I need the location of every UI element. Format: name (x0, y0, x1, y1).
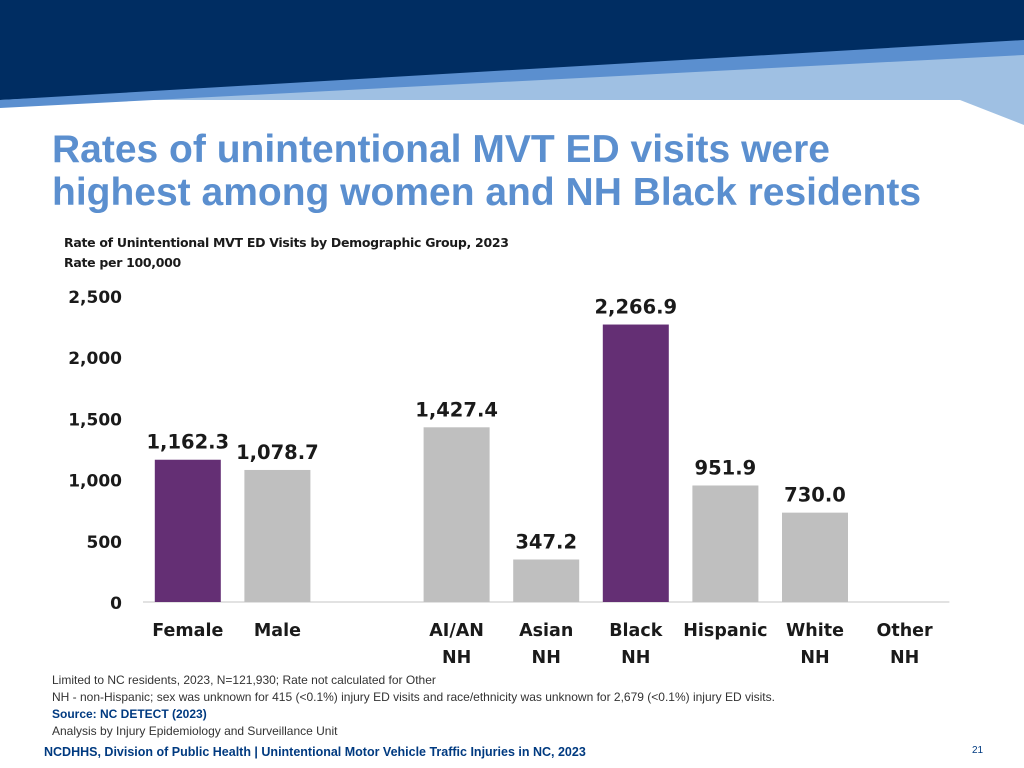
chart-subtitle: Rate per 100,000 (64, 255, 181, 270)
y-tick-label: 1,500 (68, 410, 122, 430)
note-line-1: Limited to NC residents, 2023, N=121,930… (52, 673, 436, 687)
y-tick-label: 500 (87, 533, 123, 553)
header-banner (0, 0, 1024, 125)
page-number: 21 (972, 745, 984, 756)
bar (602, 324, 669, 602)
y-tick-label: 1,000 (68, 472, 122, 492)
x-axis: Female Male AI/AN NH Asian NH Black NH Hispanic W… (152, 621, 933, 668)
x-tick-label: Male (254, 621, 301, 641)
data-label: 1,078.7 (236, 441, 319, 464)
x-tick-label: Asian (519, 621, 573, 641)
x-tick-label: Hispanic (683, 621, 767, 641)
y-tick-label: 2,500 (68, 288, 122, 308)
x-tick-label: NH (621, 648, 650, 668)
x-tick-label: Other (876, 621, 933, 641)
y-tick-label: 0 (110, 594, 122, 614)
banner-mid-stripe (0, 40, 1024, 108)
x-tick-label: Black (609, 621, 663, 641)
data-label: 1,162.3 (146, 431, 229, 454)
banner-light-swoosh (0, 50, 1024, 125)
x-tick-label: Female (152, 621, 223, 641)
note-line-2: NH - non-Hispanic; sex was unknown for 4… (52, 690, 775, 704)
bars (154, 324, 848, 602)
data-label: 730.0 (784, 484, 846, 507)
y-tick-label: 2,000 (68, 349, 122, 369)
x-tick-label: NH (890, 648, 919, 668)
data-labels: 1,162.3 1,078.7 1,427.4 347.2 2,266.9 951.9 73… (146, 296, 845, 554)
data-label: 1,427.4 (415, 398, 498, 421)
slide-title: Rates of unintentional MVT ED visits wer… (52, 128, 1012, 214)
chart-notes: Limited to NC residents, 2023, N=121,930… (52, 672, 1012, 740)
bar (423, 427, 490, 602)
bar (782, 512, 848, 602)
slide-title-line-2: highest among women and NH Black residen… (52, 171, 922, 214)
x-tick-label: AI/AN (429, 621, 484, 641)
x-tick-label: NH (800, 648, 829, 668)
data-label: 951.9 (695, 456, 757, 479)
data-label: 347.2 (515, 531, 577, 554)
chart-title: Rate of Unintentional MVT ED Visits by D… (64, 235, 509, 250)
source-line: Source: NC DETECT (2023) (52, 707, 207, 721)
bar (692, 485, 759, 602)
analysis-line: Analysis by Injury Epidemiology and Surv… (52, 724, 338, 738)
x-tick-label: NH (442, 648, 471, 668)
bar (244, 469, 311, 602)
x-tick-label: NH (532, 648, 561, 668)
data-label: 2,266.9 (594, 296, 677, 319)
bar (154, 459, 221, 602)
y-axis: 0 500 1,000 1,500 2,000 2,500 (68, 288, 122, 614)
x-tick-label: White (786, 621, 844, 641)
slide-title-line-1: Rates of unintentional MVT ED visits wer… (52, 128, 830, 171)
footer-text: NCDHHS, Division of Public Health | Unin… (44, 745, 586, 759)
bar (513, 559, 580, 602)
